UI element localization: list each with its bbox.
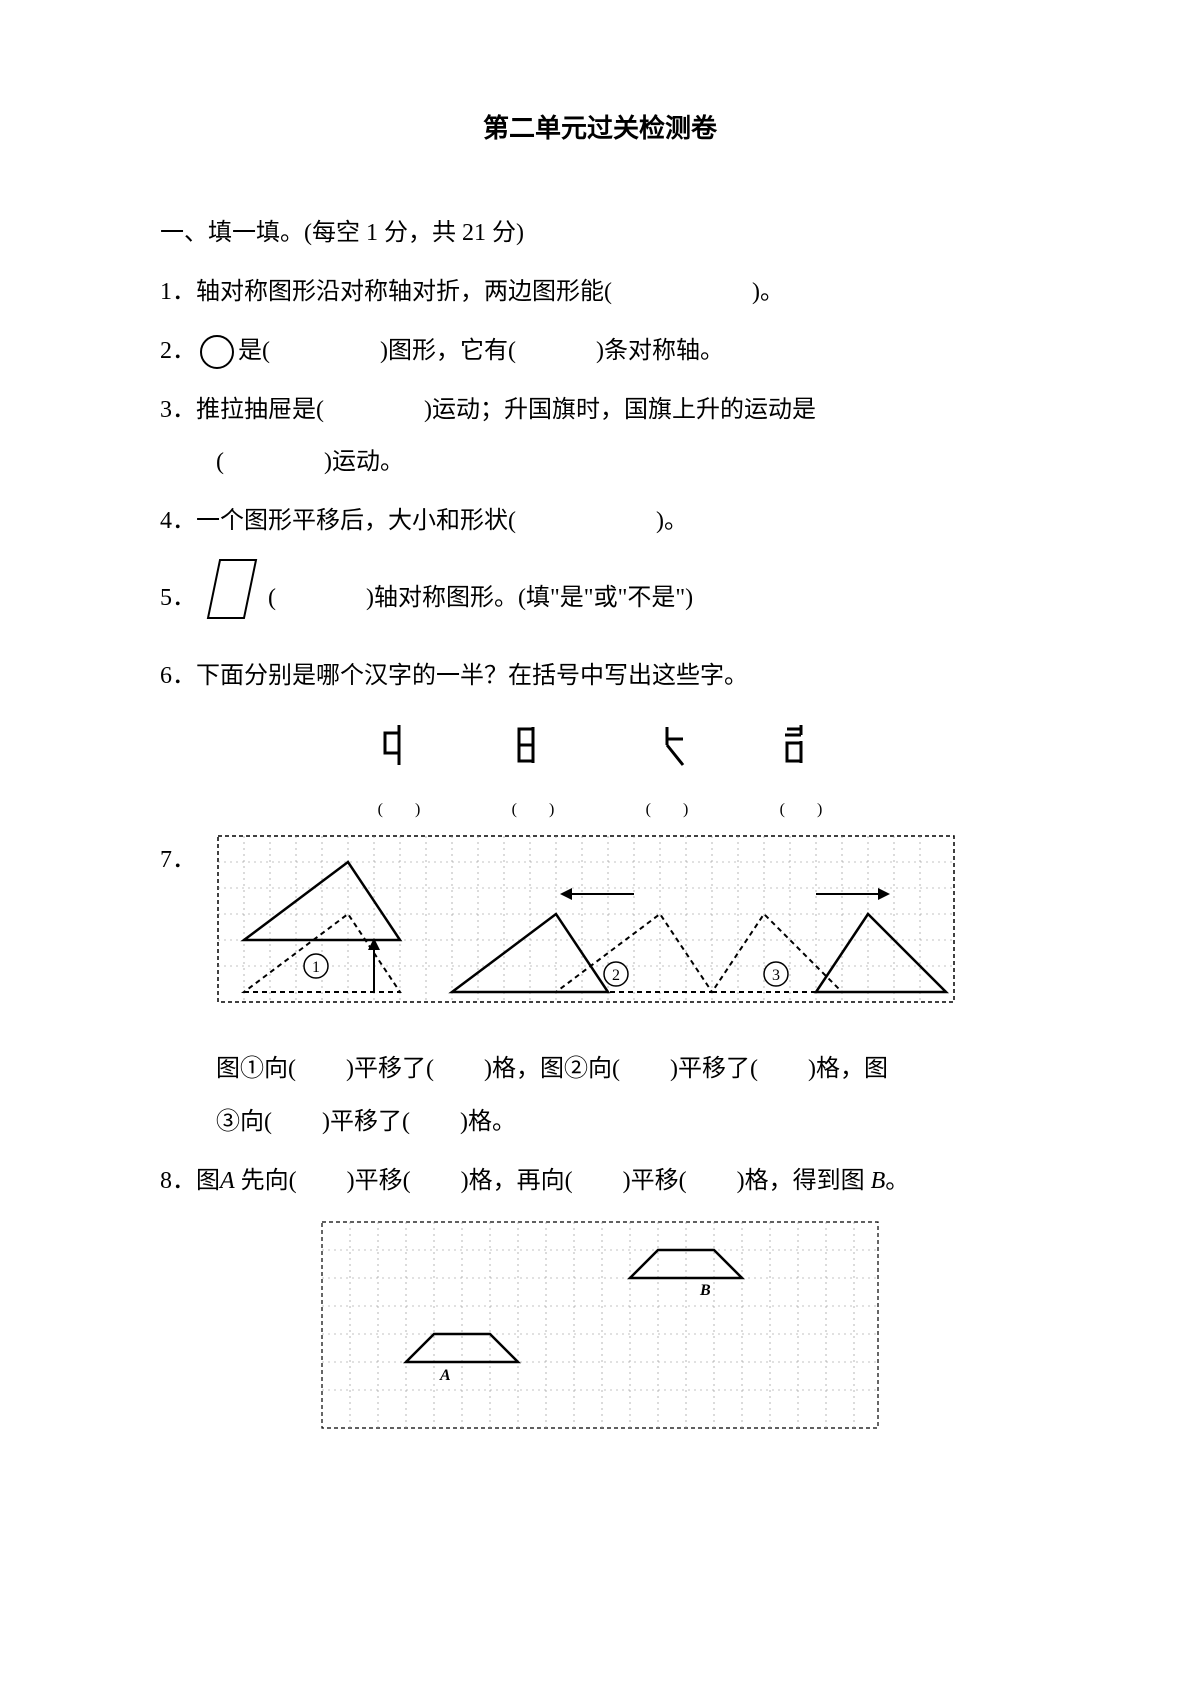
circle-icon [200, 335, 234, 369]
half-char-3-paren: ( ) [645, 792, 689, 827]
q8-labelB-inline: B [871, 1168, 886, 1194]
q2-c: )条对称轴。 [596, 338, 724, 364]
half-char-2: ( ) [511, 721, 555, 828]
half-char-4: ( ) [779, 721, 823, 828]
q3-num: 3． [160, 397, 196, 423]
q2-a: 是( [238, 338, 270, 364]
q7-l2a: ③向( [216, 1109, 272, 1135]
question-7: 7． 1 [160, 834, 1040, 1024]
q7-l1d: )平移了( [670, 1056, 758, 1082]
q5-b: )轴对称图形。(填"是"或"不是") [366, 572, 693, 625]
q8-d: )格，再向( [461, 1168, 573, 1194]
q7-l2c: )格。 [460, 1109, 516, 1135]
svg-text:3: 3 [772, 967, 780, 984]
svg-text:2: 2 [612, 967, 620, 984]
section-1-header: 一、填一填。(每空 1 分，共 21 分) [160, 207, 1040, 260]
q8-g: 。 [885, 1168, 909, 1194]
half-char-1: ( ) [377, 721, 421, 828]
half-char-row: ( ) ( ) ( ) ( ) [160, 721, 1040, 828]
q7-l2b: )平移了( [322, 1109, 410, 1135]
q7-l1b: )平移了( [346, 1056, 434, 1082]
q4-b: )。 [656, 508, 688, 534]
question-3: 3．推拉抽屉是( )运动；升国旗时，国旗上升的运动是 ( )运动。 [160, 384, 1040, 490]
page-title: 第二单元过关检测卷 [160, 100, 1040, 157]
half-char-4-paren: ( ) [779, 792, 823, 827]
question-1: 1．轴对称图形沿对称轴对折，两边图形能( )。 [160, 266, 1040, 319]
q6-num: 6． [160, 663, 196, 689]
q8-diagram: B A [160, 1220, 1040, 1430]
q8-c: )平移( [347, 1168, 411, 1194]
q2-num: 2． [160, 338, 196, 364]
q3-a: 推拉抽屉是( [196, 397, 324, 423]
q7-l1a: 图①向( [216, 1056, 296, 1082]
q4-num: 4． [160, 508, 196, 534]
q8-a: 图 [196, 1168, 220, 1194]
question-6: 6．下面分别是哪个汉字的一半？在括号中写出这些字。 ( ) ( ) ( ) ( … [160, 650, 1040, 828]
q7-l1e: )格，图 [808, 1056, 888, 1082]
svg-text:B: B [699, 1282, 711, 1299]
q7-diagram: 1 2 3 [216, 834, 1040, 1024]
q3-c: ( [216, 449, 224, 475]
question-8: 8．图A 先向( )平移( )格，再向( )平移( )格，得到图 B。 [160, 1155, 1040, 1208]
question-4: 4．一个图形平移后，大小和形状( )。 [160, 495, 1040, 548]
q1-text-a: 轴对称图形沿对称轴对折，两边图形能( [196, 279, 612, 305]
q1-text-b: )。 [752, 279, 784, 305]
q7-num: 7． [160, 834, 216, 887]
q8-e: )平移( [623, 1168, 687, 1194]
q1-num: 1． [160, 279, 196, 305]
half-char-3: ( ) [645, 721, 689, 828]
svg-text:A: A [439, 1367, 451, 1384]
q5-num: 5． [160, 572, 196, 625]
question-2: 2． 是( )图形，它有( )条对称轴。 [160, 325, 1040, 378]
q8-num: 8． [160, 1168, 196, 1194]
q8-f: )格，得到图 [737, 1168, 865, 1194]
q7-text: 图①向( )平移了( )格，图②向( )平移了( )格，图 ③向( )平移了( )格。 [160, 1043, 1040, 1149]
q5-a: ( [268, 572, 276, 625]
q2-b: )图形，它有( [380, 338, 516, 364]
q8-labelA-inline: A [220, 1168, 235, 1194]
q3-b: )运动；升国旗时，国旗上升的运动是 [424, 397, 816, 423]
q4-a: 一个图形平移后，大小和形状( [196, 508, 516, 534]
q8-b: 先向( [241, 1168, 297, 1194]
half-char-2-paren: ( ) [511, 792, 555, 827]
parallelogram-icon [202, 554, 262, 644]
q7-l1c: )格，图②向( [484, 1056, 620, 1082]
svg-text:1: 1 [312, 959, 320, 976]
half-char-1-paren: ( ) [377, 792, 421, 827]
q3-d: )运动。 [324, 449, 404, 475]
q6-text: 下面分别是哪个汉字的一半？在括号中写出这些字。 [196, 663, 748, 689]
question-5: 5． ( )轴对称图形。(填"是"或"不是") [160, 554, 1040, 644]
